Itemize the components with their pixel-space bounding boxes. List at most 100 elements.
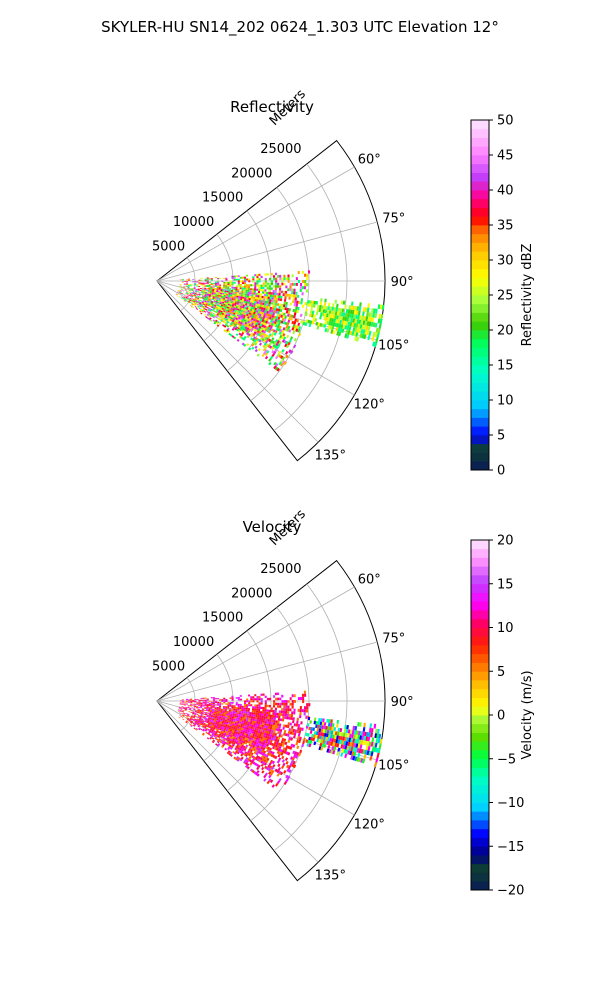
echo-cell [221, 316, 225, 319]
echo-cell [323, 302, 327, 306]
echo-cell [321, 305, 324, 310]
echo-cell [283, 738, 287, 742]
echo-cell [328, 733, 331, 738]
echo-cell [326, 328, 330, 333]
echo-cell [256, 284, 259, 287]
echo-cell [328, 749, 332, 754]
echo-field [175, 270, 385, 372]
echo-cell [295, 755, 299, 759]
echo-cell [187, 287, 190, 289]
echo-cell [212, 704, 215, 706]
echo-cell [236, 751, 240, 755]
echo-cell [291, 763, 295, 768]
echo-cell [216, 304, 219, 307]
colorbar-step [471, 461, 489, 471]
echo-cell [242, 310, 246, 313]
echo-cell [219, 307, 223, 310]
echo-cell [202, 309, 205, 312]
echo-cell [258, 273, 261, 276]
echo-cell [373, 747, 377, 753]
echo-cell [192, 293, 195, 295]
echo-cell [262, 737, 265, 740]
echo-cell [252, 298, 255, 301]
echo-cell [269, 719, 272, 722]
echo-cell [259, 311, 263, 315]
echo-cell [204, 301, 207, 304]
echo-cell [201, 712, 204, 714]
echo-cell [256, 740, 260, 743]
echo-cell [250, 296, 254, 299]
echo-cell [271, 729, 274, 733]
echo-cell [213, 293, 216, 296]
echo-cell [245, 320, 249, 323]
echo-cell [253, 305, 256, 308]
echo-cell [352, 327, 356, 332]
echo-cell [252, 300, 255, 303]
echo-cell [239, 290, 242, 293]
echo-cell [185, 702, 188, 704]
echo-cell [247, 708, 250, 711]
echo-cell [273, 351, 277, 355]
echo-cell [185, 296, 188, 299]
echo-cell [309, 300, 312, 304]
echo-cell [278, 303, 282, 307]
echo-cell [203, 289, 206, 291]
echo-cell [277, 308, 281, 312]
echo-cell [278, 361, 282, 366]
echo-cell [190, 702, 193, 703]
echo-cell [240, 731, 243, 734]
echo-cell [280, 290, 284, 294]
echo-cell [245, 309, 248, 312]
echo-cell [185, 292, 188, 294]
echo-cell [213, 300, 216, 303]
echo-cell [262, 289, 265, 292]
echo-cell [242, 312, 245, 315]
echo-cell [247, 289, 250, 292]
echo-cell [188, 290, 191, 292]
echo-cell [265, 718, 268, 722]
echo-cell [194, 293, 197, 296]
echo-cell [179, 284, 182, 285]
echo-cell [212, 708, 215, 711]
echo-cell [237, 710, 240, 713]
echo-cell [294, 300, 297, 304]
echo-cell [179, 700, 182, 702]
echo-cell [198, 283, 201, 285]
echo-cell [244, 717, 247, 720]
echo-cell [184, 709, 187, 711]
echo-cell [188, 700, 191, 701]
echo-cell [354, 738, 358, 744]
echo-cell [356, 336, 360, 342]
echo-cell [276, 340, 280, 344]
echo-cell [274, 722, 278, 726]
echo-cell [224, 293, 227, 296]
echo-cell [283, 336, 287, 341]
colorbar-step [471, 443, 489, 453]
echo-cell [227, 703, 230, 705]
echo-cell [272, 344, 276, 348]
echo-cell [236, 338, 240, 342]
echo-cell [200, 706, 203, 708]
echo-cell [247, 734, 251, 737]
echo-cell [212, 297, 215, 300]
echo-cell [220, 735, 223, 738]
echo-cell [205, 289, 209, 291]
echo-cell [291, 705, 294, 709]
echo-cell [185, 720, 188, 723]
echo-cell [298, 739, 301, 744]
echo-cell [183, 287, 186, 289]
echo-cell [231, 311, 234, 315]
echo-cell [279, 277, 282, 281]
echo-cell [256, 301, 259, 304]
echo-cell [293, 700, 296, 703]
echo-cell [367, 316, 371, 322]
echo-cell [249, 714, 252, 717]
echo-cell [232, 711, 235, 714]
echo-cell [225, 295, 229, 298]
echo-cell [201, 711, 204, 713]
echo-cell [251, 724, 254, 728]
echo-cell [291, 314, 294, 318]
echo-cell [185, 293, 188, 295]
colorbar-step [471, 785, 489, 795]
echo-cell [269, 716, 272, 720]
